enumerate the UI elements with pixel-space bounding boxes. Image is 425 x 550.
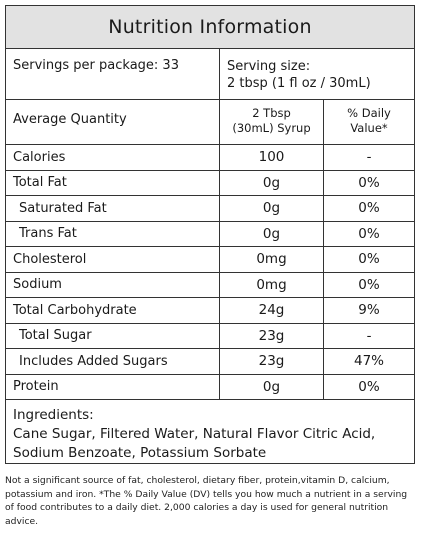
footnote: Not a significant source of fat, cholest…: [5, 475, 408, 527]
serving-size-label: Serving size:: [227, 59, 311, 74]
servings-per-package: Servings per package: 33: [6, 49, 220, 99]
nutrient-quantity: 0g: [220, 221, 324, 246]
nutrient-quantity: 0g: [220, 170, 324, 195]
nutrient-name: Total Fat: [6, 170, 220, 195]
table-row: Sodium 0mg 0%: [6, 272, 414, 298]
nutrient-daily-value: -: [366, 149, 372, 166]
nutrient-daily-value: 47%: [353, 353, 384, 370]
header-serving-amount: 2 Tbsp (30mL) Syrup: [220, 100, 324, 144]
nutrient-quantity: 100: [220, 145, 324, 170]
servings-row: Servings per package: 33 Serving size: 2…: [6, 49, 414, 100]
serving-size-value: 2 tbsp (1 fl oz / 30mL): [227, 76, 371, 91]
nutrient-name: Total Carbohydrate: [6, 298, 220, 323]
nutrient-daily-value: 0%: [358, 174, 380, 191]
header-daily-value-line1: % Daily: [347, 106, 391, 120]
nutrient-quantity: 23g: [220, 349, 324, 374]
table-row: Cholesterol 0mg 0%: [6, 247, 414, 273]
nutrient-name: Sodium: [6, 272, 220, 297]
header-serving-amount-line1: 2 Tbsp: [252, 106, 291, 120]
nutrient-daily-value: -: [366, 327, 372, 344]
nutrient-daily-value: 9%: [358, 302, 380, 319]
header-serving-amount-line2: (30mL) Syrup: [232, 121, 311, 135]
table-row: Saturated Fat 0g 0%: [6, 196, 414, 222]
nutrient-name: Saturated Fat: [6, 196, 220, 221]
nutrient-quantity: 24g: [220, 298, 324, 323]
nutrition-panel: Nutrition Information Servings per packa…: [5, 5, 415, 464]
nutrient-quantity: 23g: [220, 323, 324, 348]
table-row: Calories 100 -: [6, 145, 414, 171]
nutrient-name: Includes Added Sugars: [6, 349, 220, 374]
table-row: Total Fat 0g 0%: [6, 170, 414, 196]
nutrient-daily-value: 0%: [358, 200, 380, 217]
nutrient-daily-value: 0%: [358, 251, 380, 268]
nutrient-name: Calories: [6, 145, 220, 170]
nutrient-daily-value: 0%: [358, 276, 380, 293]
nutrient-name: Cholesterol: [6, 247, 220, 272]
nutrient-quantity: 0mg: [220, 272, 324, 297]
ingredients-list: Cane Sugar, Filtered Water, Natural Flav…: [13, 426, 376, 461]
panel-title: Nutrition Information: [6, 6, 414, 49]
serving-size: Serving size: 2 tbsp (1 fl oz / 30mL): [220, 49, 414, 99]
table-row: Total Carbohydrate 24g 9%: [6, 298, 414, 324]
table-row: Trans Fat 0g 0%: [6, 221, 414, 247]
table-row: Protein 0g 0%: [6, 374, 414, 400]
header-average-quantity: Average Quantity: [6, 100, 220, 144]
nutrient-quantity: 0mg: [220, 247, 324, 272]
nutrient-name: Total Sugar: [6, 323, 220, 348]
header-daily-value-line2: Value*: [350, 121, 388, 135]
nutrient-name: Protein: [6, 374, 220, 399]
table-header: Average Quantity 2 Tbsp (30mL) Syrup % D…: [6, 100, 414, 145]
nutrient-quantity: 0g: [220, 374, 324, 399]
header-daily-value: % Daily Value*: [324, 100, 414, 144]
table-row: Includes Added Sugars 23g 47%: [6, 349, 414, 375]
nutrient-daily-value: 0%: [358, 378, 380, 395]
table-row: Total Sugar 23g -: [6, 323, 414, 349]
nutrient-name: Trans Fat: [6, 221, 220, 246]
ingredients-section: Ingredients: Cane Sugar, Filtered Water,…: [6, 400, 414, 463]
nutrient-quantity: 0g: [220, 196, 324, 221]
nutrient-daily-value: 0%: [358, 225, 380, 242]
ingredients-label: Ingredients:: [13, 407, 94, 423]
